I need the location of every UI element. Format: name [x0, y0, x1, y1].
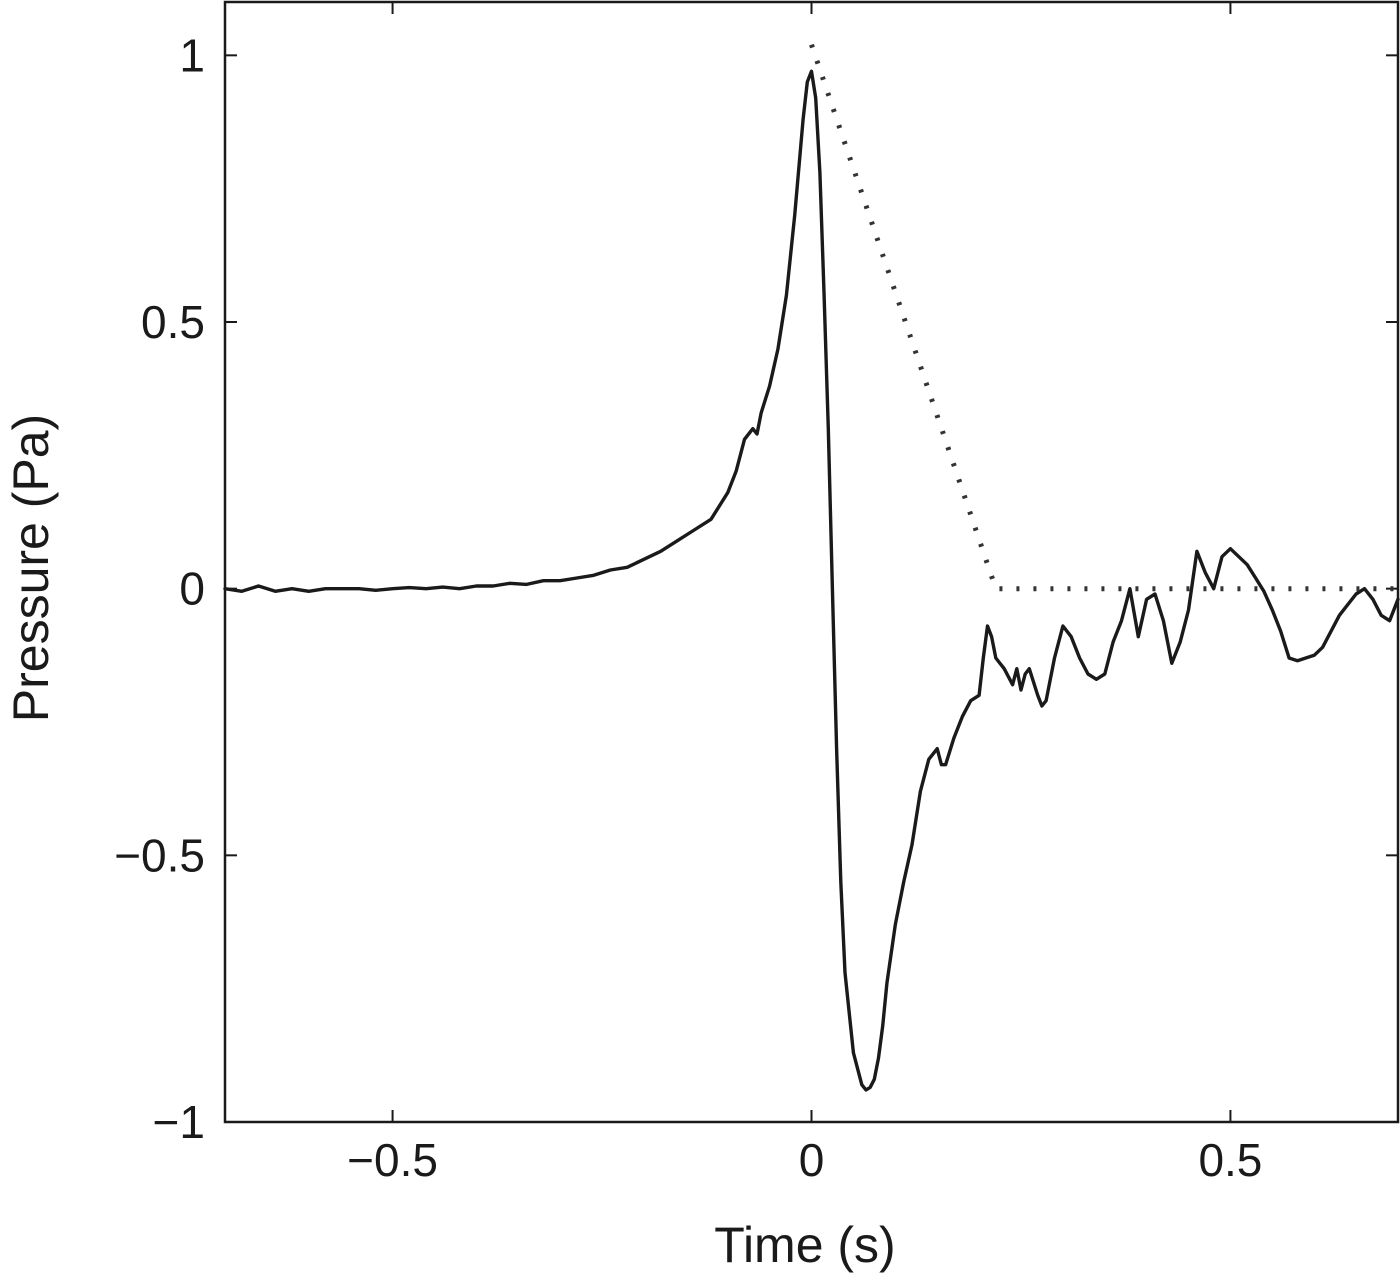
plot-frame: [223, 0, 1400, 1124]
x-axis-label: Time (s): [714, 1217, 895, 1273]
y-tick-labels: −1 −0.5 0 0.5 1: [114, 29, 205, 1148]
y-tick-label: −1: [153, 1096, 205, 1148]
y-tick-label: 0: [179, 563, 205, 615]
y-tick-label: −0.5: [114, 829, 205, 881]
solid-series-line: [223, 69, 1400, 1092]
plot-series: [223, 43, 1400, 1092]
dotted-series-line: [809, 43, 1398, 592]
x-tick-label: 0.5: [1198, 1134, 1262, 1186]
y-tick-label: 1: [179, 29, 205, 81]
x-tick-label: −0.5: [347, 1134, 438, 1186]
y-axis-label: Pressure (Pa): [3, 414, 59, 722]
y-tick-label: 0.5: [141, 296, 205, 348]
x-tick-labels: −0.5 0 0.5: [347, 1134, 1262, 1186]
x-tick-label: 0: [799, 1134, 825, 1186]
